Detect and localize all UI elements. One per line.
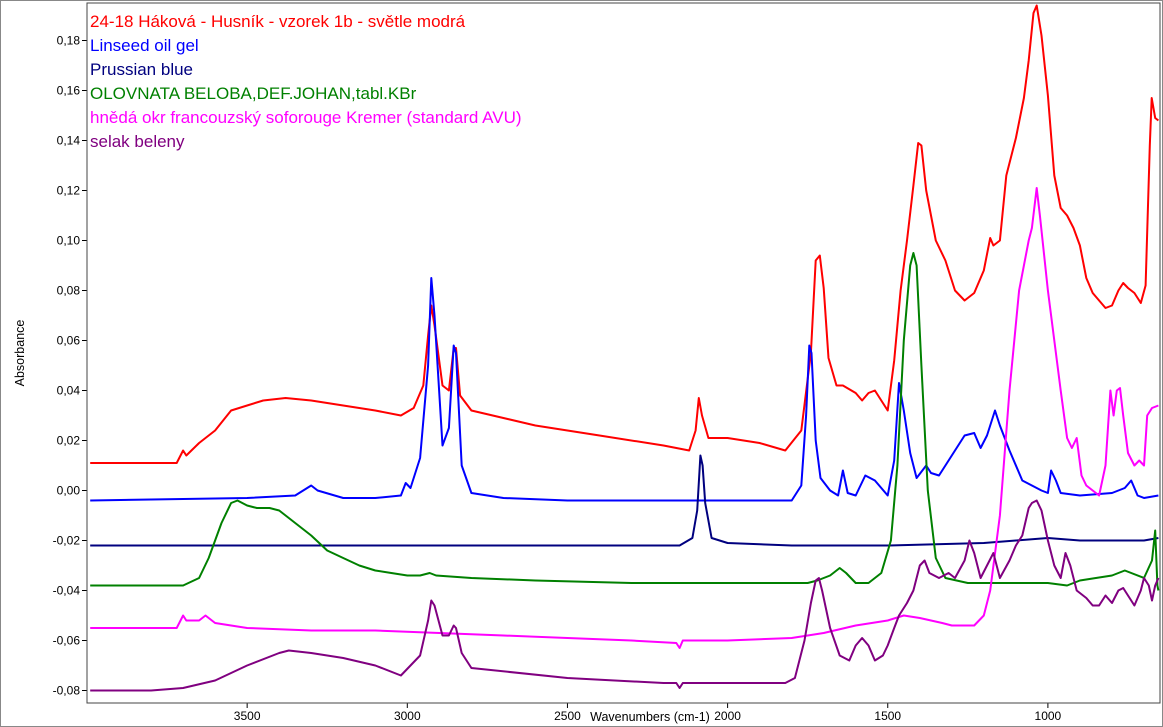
series-line-5 xyxy=(90,187,1159,649)
legend-entry-3: Prussian blue xyxy=(90,60,193,79)
x-tick-label: 2000 xyxy=(714,709,741,723)
y-axis-title: Absorbance xyxy=(13,320,27,387)
y-tick-label: -0,04 xyxy=(53,584,81,598)
series-line-3 xyxy=(90,454,1159,547)
y-tick-label: 0,06 xyxy=(57,334,81,348)
y-tick-label: 0,02 xyxy=(57,434,81,448)
x-tick-label: 1000 xyxy=(1035,709,1062,723)
x-axis: 3500 3000 2500 2000 1500 1000 xyxy=(234,703,1062,723)
y-tick-label: 0,00 xyxy=(57,484,81,498)
x-tick-label: 3000 xyxy=(394,709,421,723)
series-lines xyxy=(90,4,1160,692)
series-line-6 xyxy=(90,499,1160,692)
series-line-2 xyxy=(90,277,1159,502)
y-tick-label: 0,18 xyxy=(57,34,81,48)
legend-entry-2: Linseed oil gel xyxy=(90,36,199,55)
y-tick-label: 0,14 xyxy=(57,134,81,148)
y-tick-label: 0,10 xyxy=(57,234,81,248)
legend: 24-18 Háková - Husník - vzorek 1b - svět… xyxy=(90,12,522,151)
x-tick-label: 1500 xyxy=(874,709,901,723)
legend-entry-1: 24-18 Háková - Husník - vzorek 1b - svět… xyxy=(90,12,466,31)
legend-entry-6: selak beleny xyxy=(90,132,185,151)
plot-frame xyxy=(86,2,1161,704)
y-tick-label: -0,08 xyxy=(53,684,81,698)
legend-entry-4: OLOVNATA BELOBA,DEF.JOHAN,tabl.KBr xyxy=(90,84,417,103)
y-tick-label: 0,12 xyxy=(57,184,81,198)
y-tick-label: 0,08 xyxy=(57,284,81,298)
x-tick-label: 3500 xyxy=(234,709,261,723)
plot-area xyxy=(87,3,1160,703)
x-axis-title: Wavenumbers (cm-1) xyxy=(590,710,710,724)
legend-entry-5: hnědá okr francouzský soforouge Kremer (… xyxy=(90,108,522,127)
x-tick-label: 2500 xyxy=(554,709,581,723)
y-tick-label: 0,04 xyxy=(57,384,81,398)
y-tick-label: -0,02 xyxy=(53,534,81,548)
y-tick-label: -0,06 xyxy=(53,634,81,648)
series-line-4 xyxy=(90,252,1160,591)
y-axis: 0,18 0,16 0,14 0,12 0,10 0,08 0,06 0,04 0,02 0,00… xyxy=(53,34,87,698)
y-tick-label: 0,16 xyxy=(57,84,81,98)
series-line-1 xyxy=(90,4,1160,464)
